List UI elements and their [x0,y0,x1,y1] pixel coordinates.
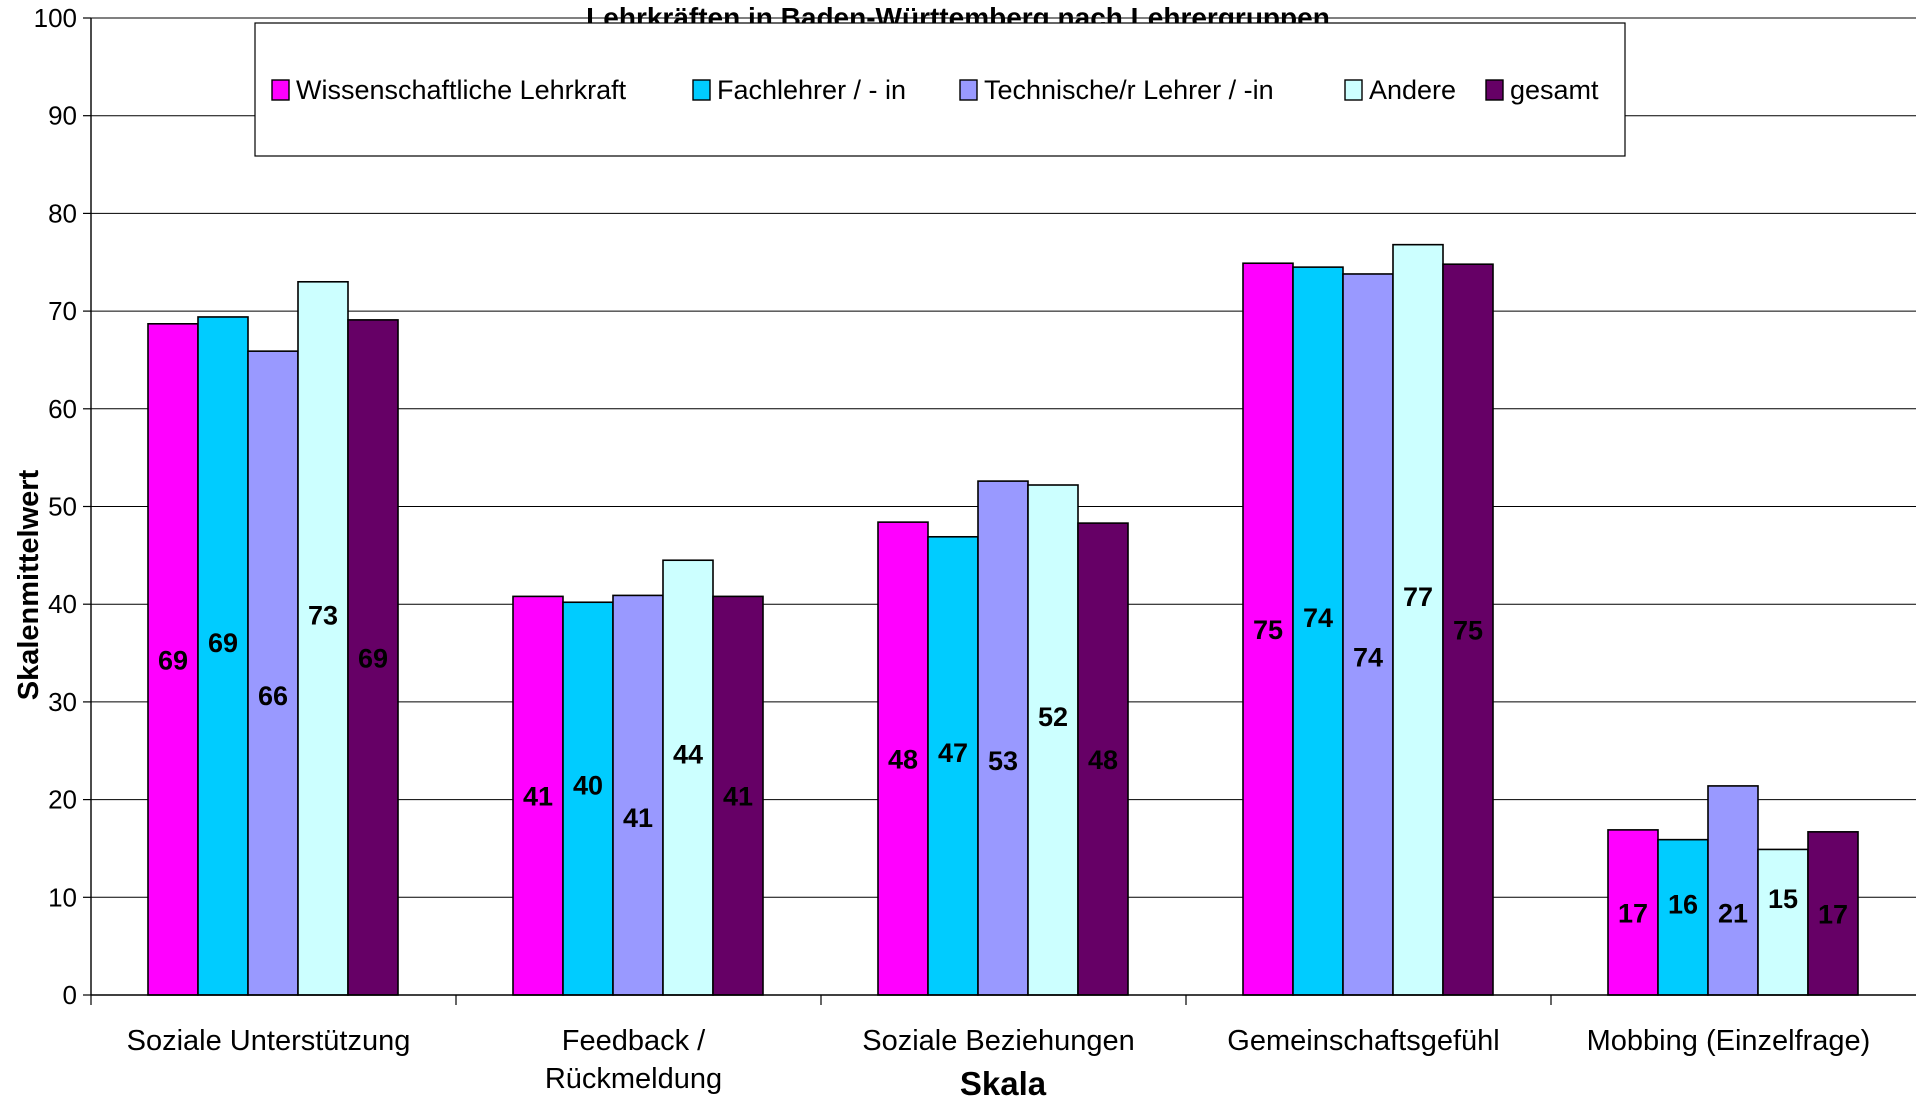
data-label: 41 [623,803,653,833]
data-label: 69 [158,645,188,675]
y-tick-label: 100 [34,3,77,33]
data-label: 52 [1038,702,1068,732]
legend-label: Wissenschaftliche Lehrkraft [296,75,627,105]
bar [1607,829,1659,996]
bar [1757,848,1809,996]
y-tick-label: 30 [48,687,77,717]
data-label: 75 [1453,616,1483,646]
data-label: 75 [1253,615,1283,645]
bar [1807,831,1859,996]
legend-swatch [692,79,711,101]
y-tick-label: 80 [48,198,77,228]
data-label: 41 [523,782,553,812]
data-label: 21 [1718,898,1748,928]
bar [297,280,349,996]
x-tick-label: Soziale Unterstützung [127,1025,411,1057]
y-tick-labels: 0 10 20 30 40 50 60 70 80 90 100 [34,3,77,1010]
y-tick-label: 40 [48,589,77,619]
x-tick-label: Mobbing (Einzelfrage) [1587,1025,1871,1057]
data-label: 77 [1403,582,1433,612]
bar [1392,243,1444,996]
bar [247,350,299,996]
legend-label: Fachlehrer / - in [717,75,906,105]
bar [1077,522,1129,996]
bar [877,521,929,996]
bar [1707,785,1759,996]
legend-box [254,22,1626,157]
x-tick-label: Gemeinschaftsgefühl [1227,1025,1499,1057]
y-tick-label: 20 [48,785,77,815]
data-label: 40 [573,771,603,801]
bar [1657,838,1709,996]
data-label: 74 [1353,642,1383,672]
bar [1342,273,1394,996]
bar [562,601,614,996]
legend-swatch [959,79,978,101]
x-tick-label: Rückmeldung [545,1063,722,1095]
bar [662,559,714,996]
y-tick-label: 10 [48,882,77,912]
legend-swatch [1344,79,1363,101]
data-label: 48 [888,745,918,775]
data-label: 44 [673,740,703,770]
y-tick-label: 60 [48,394,77,424]
x-tick-label: Soziale Beziehungen [862,1025,1134,1057]
data-label: 69 [358,643,388,673]
bar-group [147,243,1859,996]
x-tick-labels: Soziale Unterstützung Feedback / Rückmeldu… [127,1025,1871,1095]
data-label: 41 [723,782,753,812]
data-label: 66 [258,681,288,711]
legend-label: Technische/r Lehrer / -in [984,75,1274,105]
data-label: 15 [1768,884,1798,914]
x-axis-title: Skala [960,1065,1047,1102]
data-label: 48 [1088,745,1118,775]
legend-label: gesamt [1510,75,1599,105]
data-labels: 69 69 66 73 69 41 40 41 44 41 48 47 53 52 48 75 74 74 77 75… [158,582,1848,930]
data-label: 74 [1303,603,1333,633]
data-label: 69 [208,628,238,658]
bar [977,480,1029,996]
y-tick-label: 0 [63,980,77,1010]
bar [1292,266,1344,996]
bar [612,594,664,996]
y-tick-label: 70 [48,296,77,326]
data-label: 16 [1668,889,1698,919]
bar [1027,484,1079,996]
bar [347,319,399,996]
data-label: 47 [938,738,968,768]
legend-swatch [271,79,290,101]
legend-swatch [1485,79,1504,101]
legend: Wissenschaftliche Lehrkraft Fachlehrer / … [254,22,1626,157]
data-label: 73 [308,600,338,630]
data-label: 17 [1618,898,1648,928]
axes [83,17,1916,1005]
y-axis-title: Skalenmittelwert [13,469,45,700]
y-tick-label: 90 [48,101,77,131]
data-label: 17 [1818,899,1848,929]
y-tick-label: 50 [48,492,77,522]
data-label: 53 [988,746,1018,776]
legend-label: Andere [1369,75,1456,105]
x-tick-label: Feedback / [562,1025,706,1057]
